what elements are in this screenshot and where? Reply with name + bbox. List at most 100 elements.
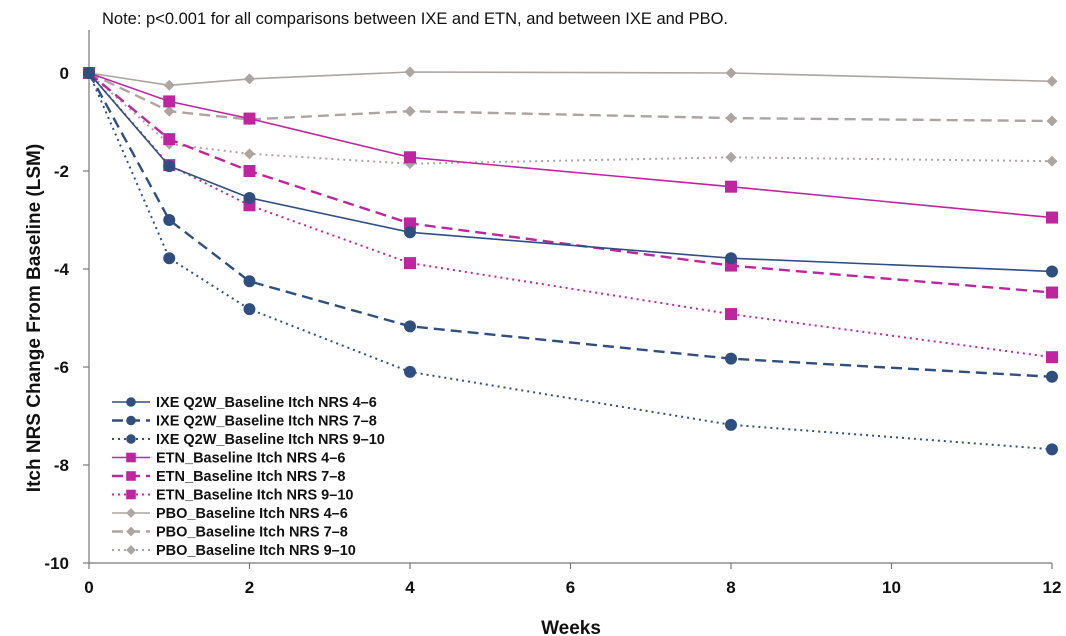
legend-label: ETN_Baseline Itch NRS 7–8 <box>156 469 345 485</box>
legend-item: ETN_Baseline Itch NRS 4–6 <box>112 451 345 467</box>
data-point <box>725 180 737 193</box>
series-line <box>88 72 1053 273</box>
data-point <box>1046 370 1058 383</box>
x-tick-label: 6 <box>566 578 575 597</box>
legend-swatch-marker <box>126 415 136 426</box>
data-point <box>1046 443 1058 456</box>
data-point <box>1046 75 1058 87</box>
series-layer <box>83 66 1058 456</box>
series-line <box>88 71 1053 123</box>
legend-label: ETN_Baseline Itch NRS 4–6 <box>156 451 345 467</box>
legend-swatch-marker <box>126 452 136 463</box>
data-point <box>1046 286 1058 299</box>
data-point <box>1046 211 1058 224</box>
legend-item: ETN_Baseline Itch NRS 9–10 <box>112 488 353 504</box>
data-point <box>725 151 737 163</box>
y-tick-label: -10 <box>44 554 69 573</box>
data-point <box>243 73 256 85</box>
data-point <box>725 112 737 124</box>
data-point <box>243 303 256 316</box>
legend-swatch-marker <box>126 489 136 500</box>
legend-swatch-marker <box>126 434 136 444</box>
data-point <box>404 66 416 78</box>
data-point <box>404 217 416 230</box>
data-point <box>404 257 416 270</box>
data-point <box>404 226 416 239</box>
y-axis-title: Itch NRS Change From Baseline (LSM) <box>24 144 45 492</box>
data-point <box>163 133 176 146</box>
data-point <box>725 352 737 365</box>
series-4 <box>83 67 1058 224</box>
x-tick-label: 12 <box>1043 578 1062 597</box>
data-point <box>243 112 256 125</box>
legend-swatch-marker <box>126 508 136 518</box>
x-tick-label: 8 <box>726 578 735 597</box>
data-point <box>243 148 256 160</box>
legend-swatch-marker <box>126 545 136 555</box>
y-tick-label: -8 <box>54 456 69 475</box>
data-point <box>243 165 256 177</box>
legend-label: IXE Q2W_Baseline Itch NRS 7–8 <box>156 414 377 430</box>
data-point <box>83 67 95 79</box>
series-line <box>88 72 1053 219</box>
x-axis-title: Weeks <box>541 618 601 636</box>
series-line <box>87 72 1053 378</box>
legend-label: IXE Q2W_Baseline Itch NRS 9–10 <box>156 432 385 448</box>
legend-swatch-marker <box>126 397 136 407</box>
data-point <box>163 252 176 265</box>
legend-swatch-marker <box>126 471 136 481</box>
legend-item: IXE Q2W_Baseline Itch NRS 4–6 <box>112 395 377 411</box>
data-point <box>1046 351 1058 364</box>
data-point <box>163 105 175 117</box>
y-tick-label: 0 <box>60 64 69 83</box>
legend-swatch-marker <box>126 526 136 537</box>
series-3 <box>83 67 1058 456</box>
data-point <box>163 214 176 226</box>
data-point <box>404 105 416 117</box>
series-8 <box>83 67 1058 127</box>
y-tick-label: -6 <box>54 358 69 377</box>
data-point <box>404 365 416 378</box>
legend-item: PBO_Baseline Itch NRS 7–8 <box>112 525 348 541</box>
data-point <box>163 79 175 91</box>
x-tick-label: 10 <box>882 578 901 597</box>
data-point <box>163 95 176 108</box>
data-point <box>243 275 256 288</box>
data-point <box>1046 265 1058 278</box>
data-point <box>725 418 737 431</box>
series-9 <box>83 67 1058 170</box>
legend-item: IXE Q2W_Baseline Itch NRS 7–8 <box>112 414 377 430</box>
legend-item: IXE Q2W_Baseline Itch NRS 9–10 <box>112 432 385 448</box>
series-1 <box>83 67 1058 278</box>
series-7 <box>83 66 1058 91</box>
axes: 0 -2 -4 -6 -8 -10 0 2 4 6 8 10 12 <box>44 30 1061 597</box>
legend-item: PBO_Baseline Itch NRS 4–6 <box>112 506 348 522</box>
data-point <box>1046 115 1058 127</box>
x-tick-label: 0 <box>84 578 93 597</box>
data-point <box>404 320 416 333</box>
data-point <box>725 67 737 79</box>
legend-label: PBO_Baseline Itch NRS 9–10 <box>156 543 356 559</box>
legend-label: PBO_Baseline Itch NRS 4–6 <box>156 506 348 522</box>
data-point <box>404 158 416 170</box>
legend-item: ETN_Baseline Itch NRS 7–8 <box>112 469 345 485</box>
data-point <box>243 191 256 204</box>
series-6 <box>83 67 1058 364</box>
data-point <box>725 308 737 321</box>
x-tick-label: 4 <box>405 578 415 597</box>
legend-label: ETN_Baseline Itch NRS 9–10 <box>156 488 353 504</box>
x-tick-label: 2 <box>245 578 254 597</box>
legend-label: PBO_Baseline Itch NRS 7–8 <box>156 525 348 541</box>
data-point <box>404 151 416 164</box>
legend: IXE Q2W_Baseline Itch NRS 4–6 IXE Q2W_Bas… <box>112 395 385 559</box>
series-line <box>88 71 1053 87</box>
y-tick-label: -4 <box>54 260 70 279</box>
data-point <box>1046 155 1058 167</box>
data-point <box>725 252 737 265</box>
series-5 <box>83 67 1058 299</box>
legend-label: IXE Q2W_Baseline Itch NRS 4–6 <box>156 395 377 411</box>
series-line <box>88 72 1053 451</box>
chart-note: Note: p<0.001 for all comparisons betwee… <box>102 10 728 28</box>
series-line <box>88 72 1053 294</box>
